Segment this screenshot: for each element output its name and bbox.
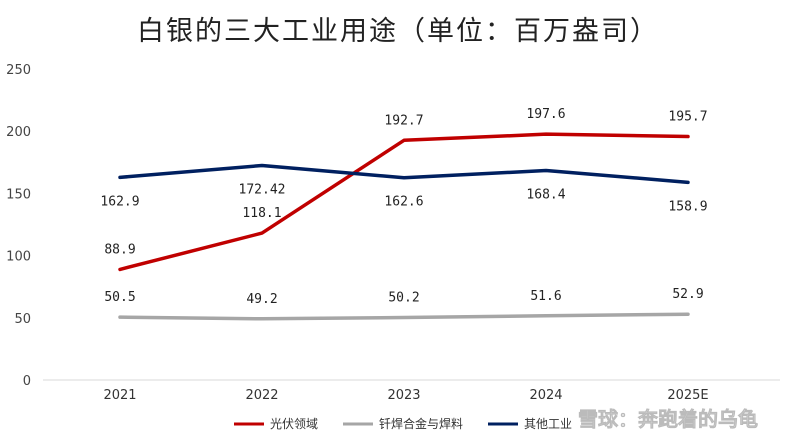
data-label: 195.7 xyxy=(668,110,707,125)
x-tick-label: 2024 xyxy=(529,388,562,403)
series-line-2 xyxy=(118,163,690,185)
y-axis: 0 50 100 150 200 250 xyxy=(6,63,31,389)
legend-label: 其他工业 xyxy=(524,417,572,431)
series-line-1 xyxy=(118,312,690,321)
data-label: 172.42 xyxy=(239,183,286,198)
data-label: 88.9 xyxy=(104,242,135,257)
data-label: 162.6 xyxy=(384,195,423,210)
data-labels: 88.9 118.1 192.7 197.6 195.7 50.5 49.2 50.2 51.6… xyxy=(100,107,707,307)
y-tick-label: 250 xyxy=(6,63,31,78)
y-tick-label: 50 xyxy=(14,312,31,327)
y-tick-label: 100 xyxy=(6,250,31,265)
data-label: 52.9 xyxy=(672,287,703,302)
legend-label: 钎焊合金与焊料 xyxy=(379,416,463,431)
data-label: 162.9 xyxy=(100,194,139,209)
data-label: 158.9 xyxy=(668,199,707,214)
data-label: 197.6 xyxy=(526,107,565,122)
data-label: 168.4 xyxy=(526,188,565,203)
y-tick-label: 150 xyxy=(6,187,31,202)
y-tick-label: 0 xyxy=(23,374,31,389)
x-tick-label: 2022 xyxy=(245,388,278,403)
data-label: 118.1 xyxy=(242,206,281,221)
data-label: 192.7 xyxy=(384,113,423,128)
x-tick-label: 2021 xyxy=(103,388,136,403)
legend: 光伏领域 钎焊合金与焊料 其他工业 xyxy=(234,416,572,431)
data-label: 50.2 xyxy=(388,291,419,306)
data-label: 51.6 xyxy=(530,289,561,304)
watermark: 雪球：奔跑着的乌龟 xyxy=(578,407,758,431)
y-tick-label: 200 xyxy=(6,125,31,140)
x-tick-label: 2025E xyxy=(667,388,708,403)
legend-label: 光伏领域 xyxy=(270,417,318,431)
series-line-0 xyxy=(118,132,690,272)
data-label: 49.2 xyxy=(246,292,277,307)
data-label: 50.5 xyxy=(104,290,135,305)
series-lines xyxy=(118,132,690,321)
x-axis: 2021 2022 2023 2024 2025E xyxy=(43,379,780,403)
chart-title: 白银的三大工业用途（单位：百万盎司） xyxy=(137,16,659,47)
x-tick-label: 2023 xyxy=(387,388,420,403)
